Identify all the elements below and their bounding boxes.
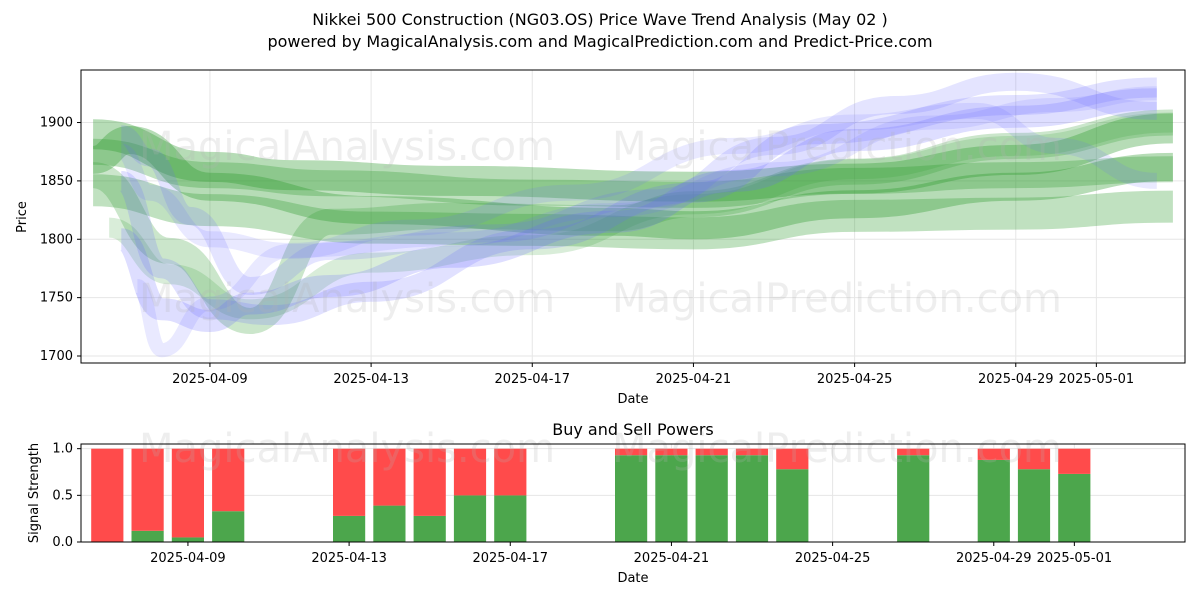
watermark-prediction-signal: MagicalPrediction.com xyxy=(612,426,1062,472)
sell-bar xyxy=(1017,448,1051,470)
buy-bar xyxy=(171,537,204,542)
buy-bar xyxy=(212,511,245,542)
signal-x-tick-label: 2025-04-21 xyxy=(634,551,710,566)
signal-x-axis: 2025-04-09 2025-04-13 2025-04-17 2025-04-21… xyxy=(150,542,1112,566)
price-y-tick-label: 1900 xyxy=(40,116,73,131)
buy-bar xyxy=(897,455,930,542)
price-x-tick-label: 2025-04-17 xyxy=(494,372,570,387)
blue-wave-4 xyxy=(118,102,1158,259)
buy-bar xyxy=(735,455,769,542)
sell-bar xyxy=(977,448,1010,460)
sell-bar xyxy=(413,448,446,516)
sell-bar xyxy=(131,448,164,531)
price-plot-background xyxy=(81,70,1185,363)
sell-bar xyxy=(91,448,124,542)
buy-bar xyxy=(655,455,688,542)
buy-bar xyxy=(333,515,366,542)
watermark-analysis-price: MagicalAnalysis.com xyxy=(139,124,555,170)
buy-bar xyxy=(453,495,487,542)
buy-bar xyxy=(494,495,527,542)
signal-x-tick-label: 2025-04-29 xyxy=(956,551,1032,566)
price-x-tick-label: 2025-05-01 xyxy=(1059,372,1135,387)
price-x-tick-label: 2025-04-13 xyxy=(333,372,409,387)
blue-wave-2 xyxy=(117,77,1157,326)
buy-bar xyxy=(776,469,809,542)
sell-bar xyxy=(212,448,245,512)
buy-bar xyxy=(373,505,406,542)
price-x-label: Date xyxy=(617,392,648,407)
green-wave-1 xyxy=(92,113,1174,202)
green-wave-6 xyxy=(107,112,1173,320)
buy-bar xyxy=(413,515,446,542)
buy-bar xyxy=(695,455,728,542)
price-y-label: Price xyxy=(15,201,30,233)
signal-plot-frame xyxy=(80,443,1186,543)
sell-bar xyxy=(695,448,728,456)
signal-y-tick-label: 0.5 xyxy=(52,488,73,503)
price-x-tick-label: 2025-04-25 xyxy=(817,372,893,387)
sell-bar xyxy=(1058,448,1091,474)
signal-y-tick-label: 1.0 xyxy=(52,442,73,457)
sell-bar xyxy=(735,448,769,456)
price-y-tick-label: 1700 xyxy=(40,349,73,364)
price-y-tick-label: 1850 xyxy=(40,174,73,189)
green-wave-4 xyxy=(92,138,1173,208)
signal-y-label: Signal Strength xyxy=(27,443,42,543)
buy-bar xyxy=(1017,469,1051,542)
green-wave-5 xyxy=(91,109,1173,334)
price-y-tick-label: 1750 xyxy=(40,291,73,306)
price-panel: MagicalAnalysis.com MagicalPrediction.co… xyxy=(15,69,1186,407)
price-x-axis: 2025-04-09 2025-04-13 2025-04-17 2025-04-21… xyxy=(172,363,1134,387)
watermark-analysis-signal: MagicalAnalysis.com xyxy=(139,426,555,472)
signal-x-tick-label: 2025-04-09 xyxy=(150,551,226,566)
buy-bar xyxy=(1058,473,1091,542)
watermark-analysis-price-2: MagicalAnalysis.com xyxy=(139,276,555,322)
watermark-prediction-price-2: MagicalPrediction.com xyxy=(612,276,1062,322)
signal-x-tick-label: 2025-04-17 xyxy=(472,551,548,566)
blue-wave-5 xyxy=(134,86,1157,358)
sell-bar xyxy=(776,448,809,470)
price-grid xyxy=(81,70,1185,363)
sell-bar xyxy=(453,448,487,496)
watermark-prediction-price: MagicalPrediction.com xyxy=(612,124,1062,170)
sell-bar xyxy=(615,448,648,456)
price-x-tick-label: 2025-04-29 xyxy=(978,372,1054,387)
sell-bar xyxy=(171,448,204,538)
sell-bar xyxy=(373,448,406,506)
blue-wave-1 xyxy=(117,88,1157,332)
signal-title: Buy and Sell Powers xyxy=(552,420,714,439)
sell-bar xyxy=(897,448,930,456)
sell-bar xyxy=(333,448,366,516)
signal-panel: Buy and Sell Powers MagicalAnalysis.com … xyxy=(27,420,1186,586)
signal-x-tick-label: 2025-04-13 xyxy=(311,551,387,566)
chart-title: Nikkei 500 Construction (NG03.OS) Price … xyxy=(312,10,888,29)
buy-bar xyxy=(615,455,648,542)
signal-bars xyxy=(91,448,1091,542)
buy-bar xyxy=(977,459,1010,542)
signal-x-tick-label: 2025-04-25 xyxy=(795,551,871,566)
green-wave-2 xyxy=(91,126,1173,240)
signal-x-tick-label: 2025-05-01 xyxy=(1037,551,1113,566)
chart-subtitle: powered by MagicalAnalysis.com and Magic… xyxy=(267,32,932,51)
price-plot-frame xyxy=(80,69,1186,364)
green-wave-3 xyxy=(92,174,1173,250)
price-y-axis: 1700 1750 1800 1850 1900 xyxy=(40,116,81,364)
blue-wave-3 xyxy=(119,72,1157,295)
price-x-tick-label: 2025-04-21 xyxy=(656,372,732,387)
sell-bar xyxy=(655,448,688,456)
buy-bar xyxy=(131,530,164,542)
price-x-tick-label: 2025-04-09 xyxy=(172,372,248,387)
signal-y-axis: 0.0 0.5 1.0 xyxy=(52,442,81,550)
sell-bar xyxy=(494,448,527,496)
price-y-tick-label: 1800 xyxy=(40,232,73,247)
price-waves xyxy=(91,72,1174,358)
signal-y-tick-label: 0.0 xyxy=(52,535,73,550)
signal-x-label: Date xyxy=(617,571,648,586)
